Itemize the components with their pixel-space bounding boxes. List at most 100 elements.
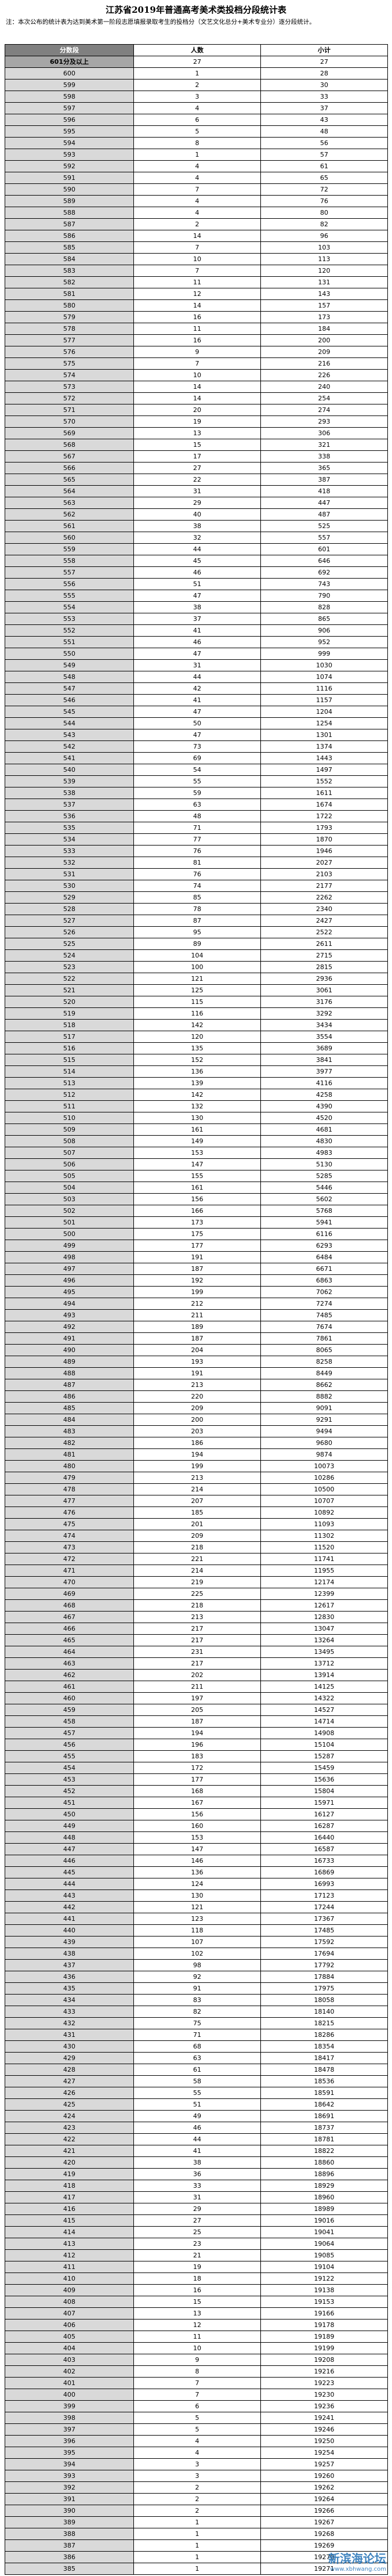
table-cell: 19 [134, 2261, 261, 2273]
table-cell: 75 [134, 2018, 261, 2029]
table-cell: 556 [5, 579, 134, 590]
table-cell: 19041 [261, 2227, 388, 2238]
table-cell: 508 [5, 1136, 134, 1147]
table-row: 399 6 19236 [5, 2401, 388, 2412]
table-cell: 96 [261, 230, 388, 242]
table-cell: 192 [134, 1275, 261, 1287]
table-cell: 2522 [261, 927, 388, 938]
table-cell: 18536 [261, 2076, 388, 2087]
table-cell: 156 [134, 1809, 261, 1820]
table-row: 564 31 418 [5, 486, 388, 497]
table-cell: 427 [5, 2076, 134, 2087]
table-cell: 572 [5, 393, 134, 404]
table-cell: 559 [5, 544, 134, 555]
table-cell: 8882 [261, 1391, 388, 1403]
table-row: 509 161 4681 [5, 1124, 388, 1136]
table-cell: 217 [134, 1658, 261, 1670]
table-cell: 15971 [261, 1797, 388, 1809]
table-cell: 597 [5, 103, 134, 114]
table-row: 415 27 19016 [5, 2215, 388, 2227]
table-cell: 4116 [261, 1078, 388, 1089]
table-row: 579 16 173 [5, 312, 388, 323]
table-cell: 557 [261, 532, 388, 544]
table-row: 484 200 9291 [5, 1414, 388, 1426]
table-cell: 19270 [261, 2552, 388, 2563]
table-cell: 3176 [261, 996, 388, 1008]
table-cell: 73 [134, 741, 261, 753]
table-row: 498 191 6484 [5, 1252, 388, 1263]
table-cell: 590 [5, 184, 134, 196]
table-cell: 42 [134, 683, 261, 695]
table-row: 418 33 18929 [5, 2180, 388, 2192]
table-cell: 466 [5, 1623, 134, 1635]
table-cell: 49 [134, 2111, 261, 2122]
table-cell: 121 [134, 973, 261, 985]
table-cell: 213 [134, 1472, 261, 1484]
table-cell: 566 [5, 463, 134, 474]
table-cell: 57 [261, 149, 388, 161]
table-row: 544 50 1254 [5, 718, 388, 729]
table-row: 485 209 9091 [5, 1403, 388, 1414]
table-cell: 560 [5, 532, 134, 544]
table-cell: 395 [5, 2447, 134, 2459]
table-cell: 16 [134, 2285, 261, 2296]
table-cell: 184 [261, 323, 388, 335]
table-cell: 429 [5, 2053, 134, 2064]
table-cell: 600 [5, 68, 134, 80]
table-cell: 187 [134, 1263, 261, 1275]
table-cell: 47 [134, 729, 261, 741]
table-cell: 14125 [261, 1681, 388, 1693]
table-row: 596 6 43 [5, 114, 388, 126]
table-cell: 999 [261, 648, 388, 660]
table-cell: 19250 [261, 2436, 388, 2447]
table-row: 463 217 13712 [5, 1658, 388, 1670]
table-cell: 48 [134, 811, 261, 822]
table-cell: 254 [261, 393, 388, 404]
table-cell: 15104 [261, 1739, 388, 1751]
table-cell: 9680 [261, 1437, 388, 1449]
table-cell: 448 [5, 1832, 134, 1844]
table-cell: 501 [5, 1217, 134, 1229]
table-row: 561 38 525 [5, 521, 388, 532]
table-cell: 465 [5, 1635, 134, 1646]
table-cell: 464 [5, 1646, 134, 1658]
table-cell: 204 [134, 1345, 261, 1356]
table-cell: 2427 [261, 915, 388, 927]
table-cell: 385 [5, 2563, 134, 2575]
table-cell: 82 [261, 219, 388, 230]
table-cell: 4258 [261, 1089, 388, 1101]
table-cell: 103 [261, 242, 388, 254]
table-cell: 1301 [261, 729, 388, 741]
table-cell: 6116 [261, 1229, 388, 1240]
table-cell: 478 [5, 1484, 134, 1495]
table-cell: 1946 [261, 846, 388, 857]
table-cell: 87 [134, 915, 261, 927]
table-row: 486 220 8882 [5, 1391, 388, 1403]
table-row: 386 1 19270 [5, 2552, 388, 2563]
table-cell: 209 [134, 1530, 261, 1542]
table-cell: 18215 [261, 2018, 388, 2029]
table-row: 441 123 17367 [5, 1913, 388, 1925]
table-cell: 599 [5, 80, 134, 91]
table-row: 601分及以上 27 27 [5, 56, 388, 68]
table-cell: 7274 [261, 1298, 388, 1310]
table-cell: 76 [261, 196, 388, 207]
table-row: 429 63 18417 [5, 2053, 388, 2064]
table-cell: 19189 [261, 2331, 388, 2343]
table-cell: 185 [134, 1507, 261, 1519]
table-cell: 1116 [261, 683, 388, 695]
table-row: 578 11 184 [5, 323, 388, 335]
table-cell: 583 [5, 265, 134, 277]
table-row: 577 16 200 [5, 335, 388, 346]
table-row: 472 221 11741 [5, 1553, 388, 1565]
table-cell: 209 [134, 1403, 261, 1414]
table-row: 455 183 15287 [5, 1751, 388, 1762]
table-cell: 69 [134, 753, 261, 764]
table-row: 524 104 2715 [5, 950, 388, 962]
table-row: 495 199 7062 [5, 1287, 388, 1298]
table-cell: 502 [5, 1205, 134, 1217]
table-cell: 567 [5, 451, 134, 463]
table-cell: 161 [134, 1182, 261, 1194]
table-cell: 548 [5, 671, 134, 683]
table-row: 503 156 5602 [5, 1194, 388, 1205]
